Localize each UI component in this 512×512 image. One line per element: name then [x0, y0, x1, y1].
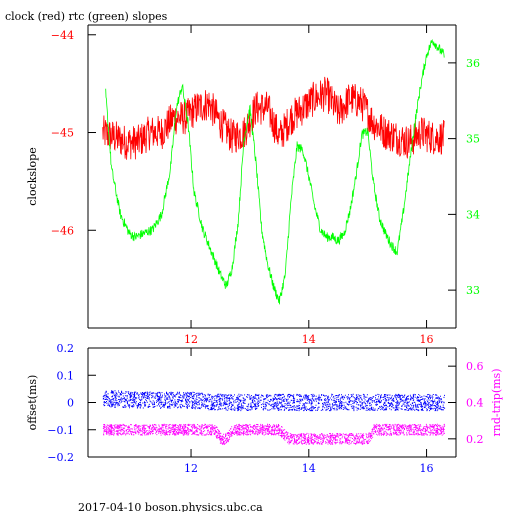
x-tick-label: 14 [302, 462, 316, 475]
rtc-series-line [105, 38, 445, 305]
x-tick-label: 14 [302, 333, 316, 346]
x-tick-label: 16 [420, 333, 434, 346]
y2-tick-label: 0.2 [466, 433, 484, 446]
y2-tick-label: 36 [466, 57, 480, 70]
y-tick-label: −0.1 [47, 424, 74, 437]
y-tick-label: −44 [51, 29, 74, 42]
y2-tick-label: 0.6 [466, 360, 484, 373]
x-tick-label: 12 [184, 333, 198, 346]
y-tick-label: 0.2 [57, 342, 75, 355]
y2-tick-label: 34 [466, 208, 480, 221]
y-tick-label: −46 [51, 224, 74, 237]
footer-text: 2017-04-10 boson.physics.ubc.ca [78, 501, 263, 512]
y-tick-label: 0 [67, 397, 74, 410]
x-tick-label: 12 [184, 462, 198, 475]
y-tick-label: −0.2 [47, 451, 74, 464]
y-axis-title: clockslope [26, 147, 39, 205]
clock-series-line [102, 76, 445, 160]
bottom-panel: 12 14 16 0.2 0.1 0 −0.1 −0.2 0.6 0.4 0.2 offset(ms)… [26, 342, 503, 475]
y-tick-label: −45 [51, 127, 74, 140]
y2-axis-title: rnd-trip(ms) [490, 369, 503, 437]
rnd-trip-series-points [102, 423, 446, 445]
chart-title: clock (red) rtc (green) slopes [5, 10, 168, 23]
top-panel: 12 14 16 −44 −45 −46 36 35 34 33 clockslope [26, 24, 480, 346]
y2-tick-label: 0.4 [466, 397, 484, 410]
y2-tick-label: 33 [466, 284, 480, 297]
y-axis-title: offset(ms) [26, 375, 39, 431]
offset-series-points [102, 390, 446, 412]
x-tick-label: 16 [420, 462, 434, 475]
y-tick-label: 0.1 [57, 369, 75, 382]
y2-tick-label: 35 [466, 133, 480, 146]
